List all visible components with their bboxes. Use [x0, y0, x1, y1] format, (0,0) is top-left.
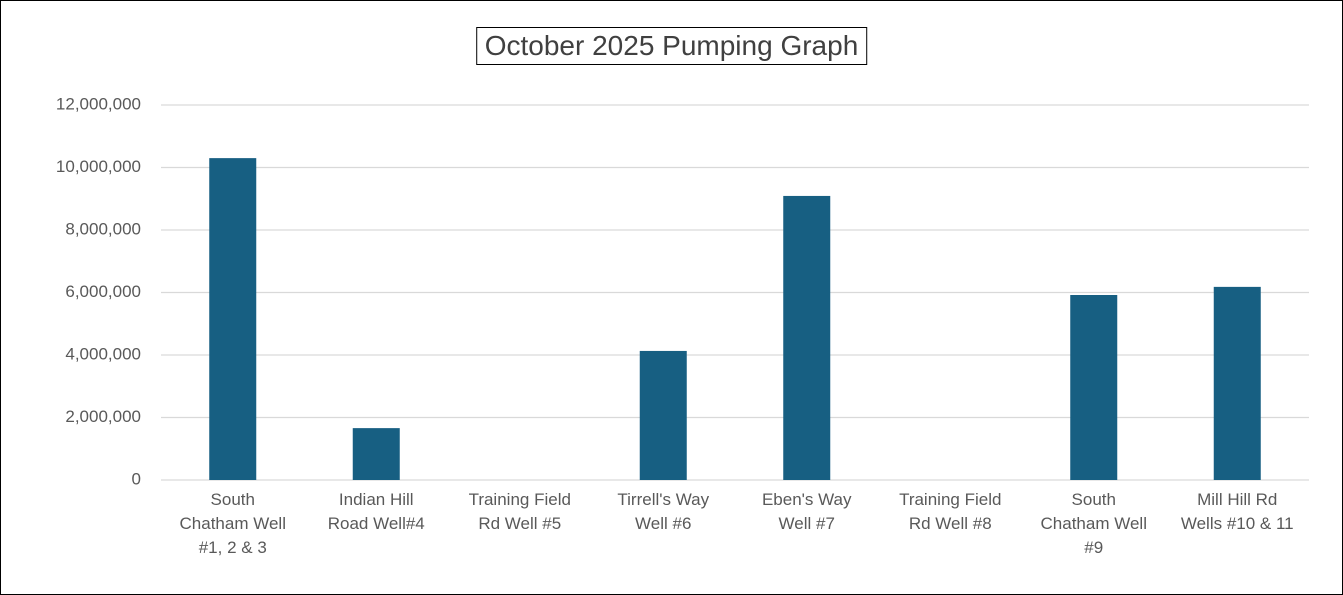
y-tick-label: 6,000,000: [65, 282, 141, 301]
y-tick-label: 4,000,000: [65, 344, 141, 363]
bar: [1213, 286, 1261, 480]
bar: [783, 195, 831, 480]
y-tick-label: 10,000,000: [56, 157, 141, 176]
x-tick-label: South Chatham Well #9: [1040, 490, 1147, 557]
bar: [639, 350, 687, 480]
chart-title: October 2025 Pumping Graph: [475, 27, 868, 65]
x-tick-label: Training Field Rd Well #8: [899, 490, 1002, 533]
x-tick-label: Eben's Way Well #7: [761, 490, 852, 533]
x-tick-label: Tirrell's Way Well #6: [617, 490, 710, 533]
x-tick-label: South Chatham Well #1, 2 & 3: [179, 490, 286, 557]
x-tick-label: Mill Hill Rd Wells #10 & 11: [1180, 490, 1294, 533]
y-tick-label: 12,000,000: [56, 94, 141, 113]
y-tick-label: 8,000,000: [65, 219, 141, 238]
x-tick-label: Indian Hill Road Well#4: [327, 490, 425, 533]
x-tick-label: Training Field Rd Well #5: [468, 490, 571, 533]
bar: [352, 428, 400, 480]
bar: [1070, 295, 1118, 480]
bar: [209, 158, 257, 480]
y-tick-label: 0: [132, 469, 141, 488]
y-tick-label: 2,000,000: [65, 407, 141, 426]
